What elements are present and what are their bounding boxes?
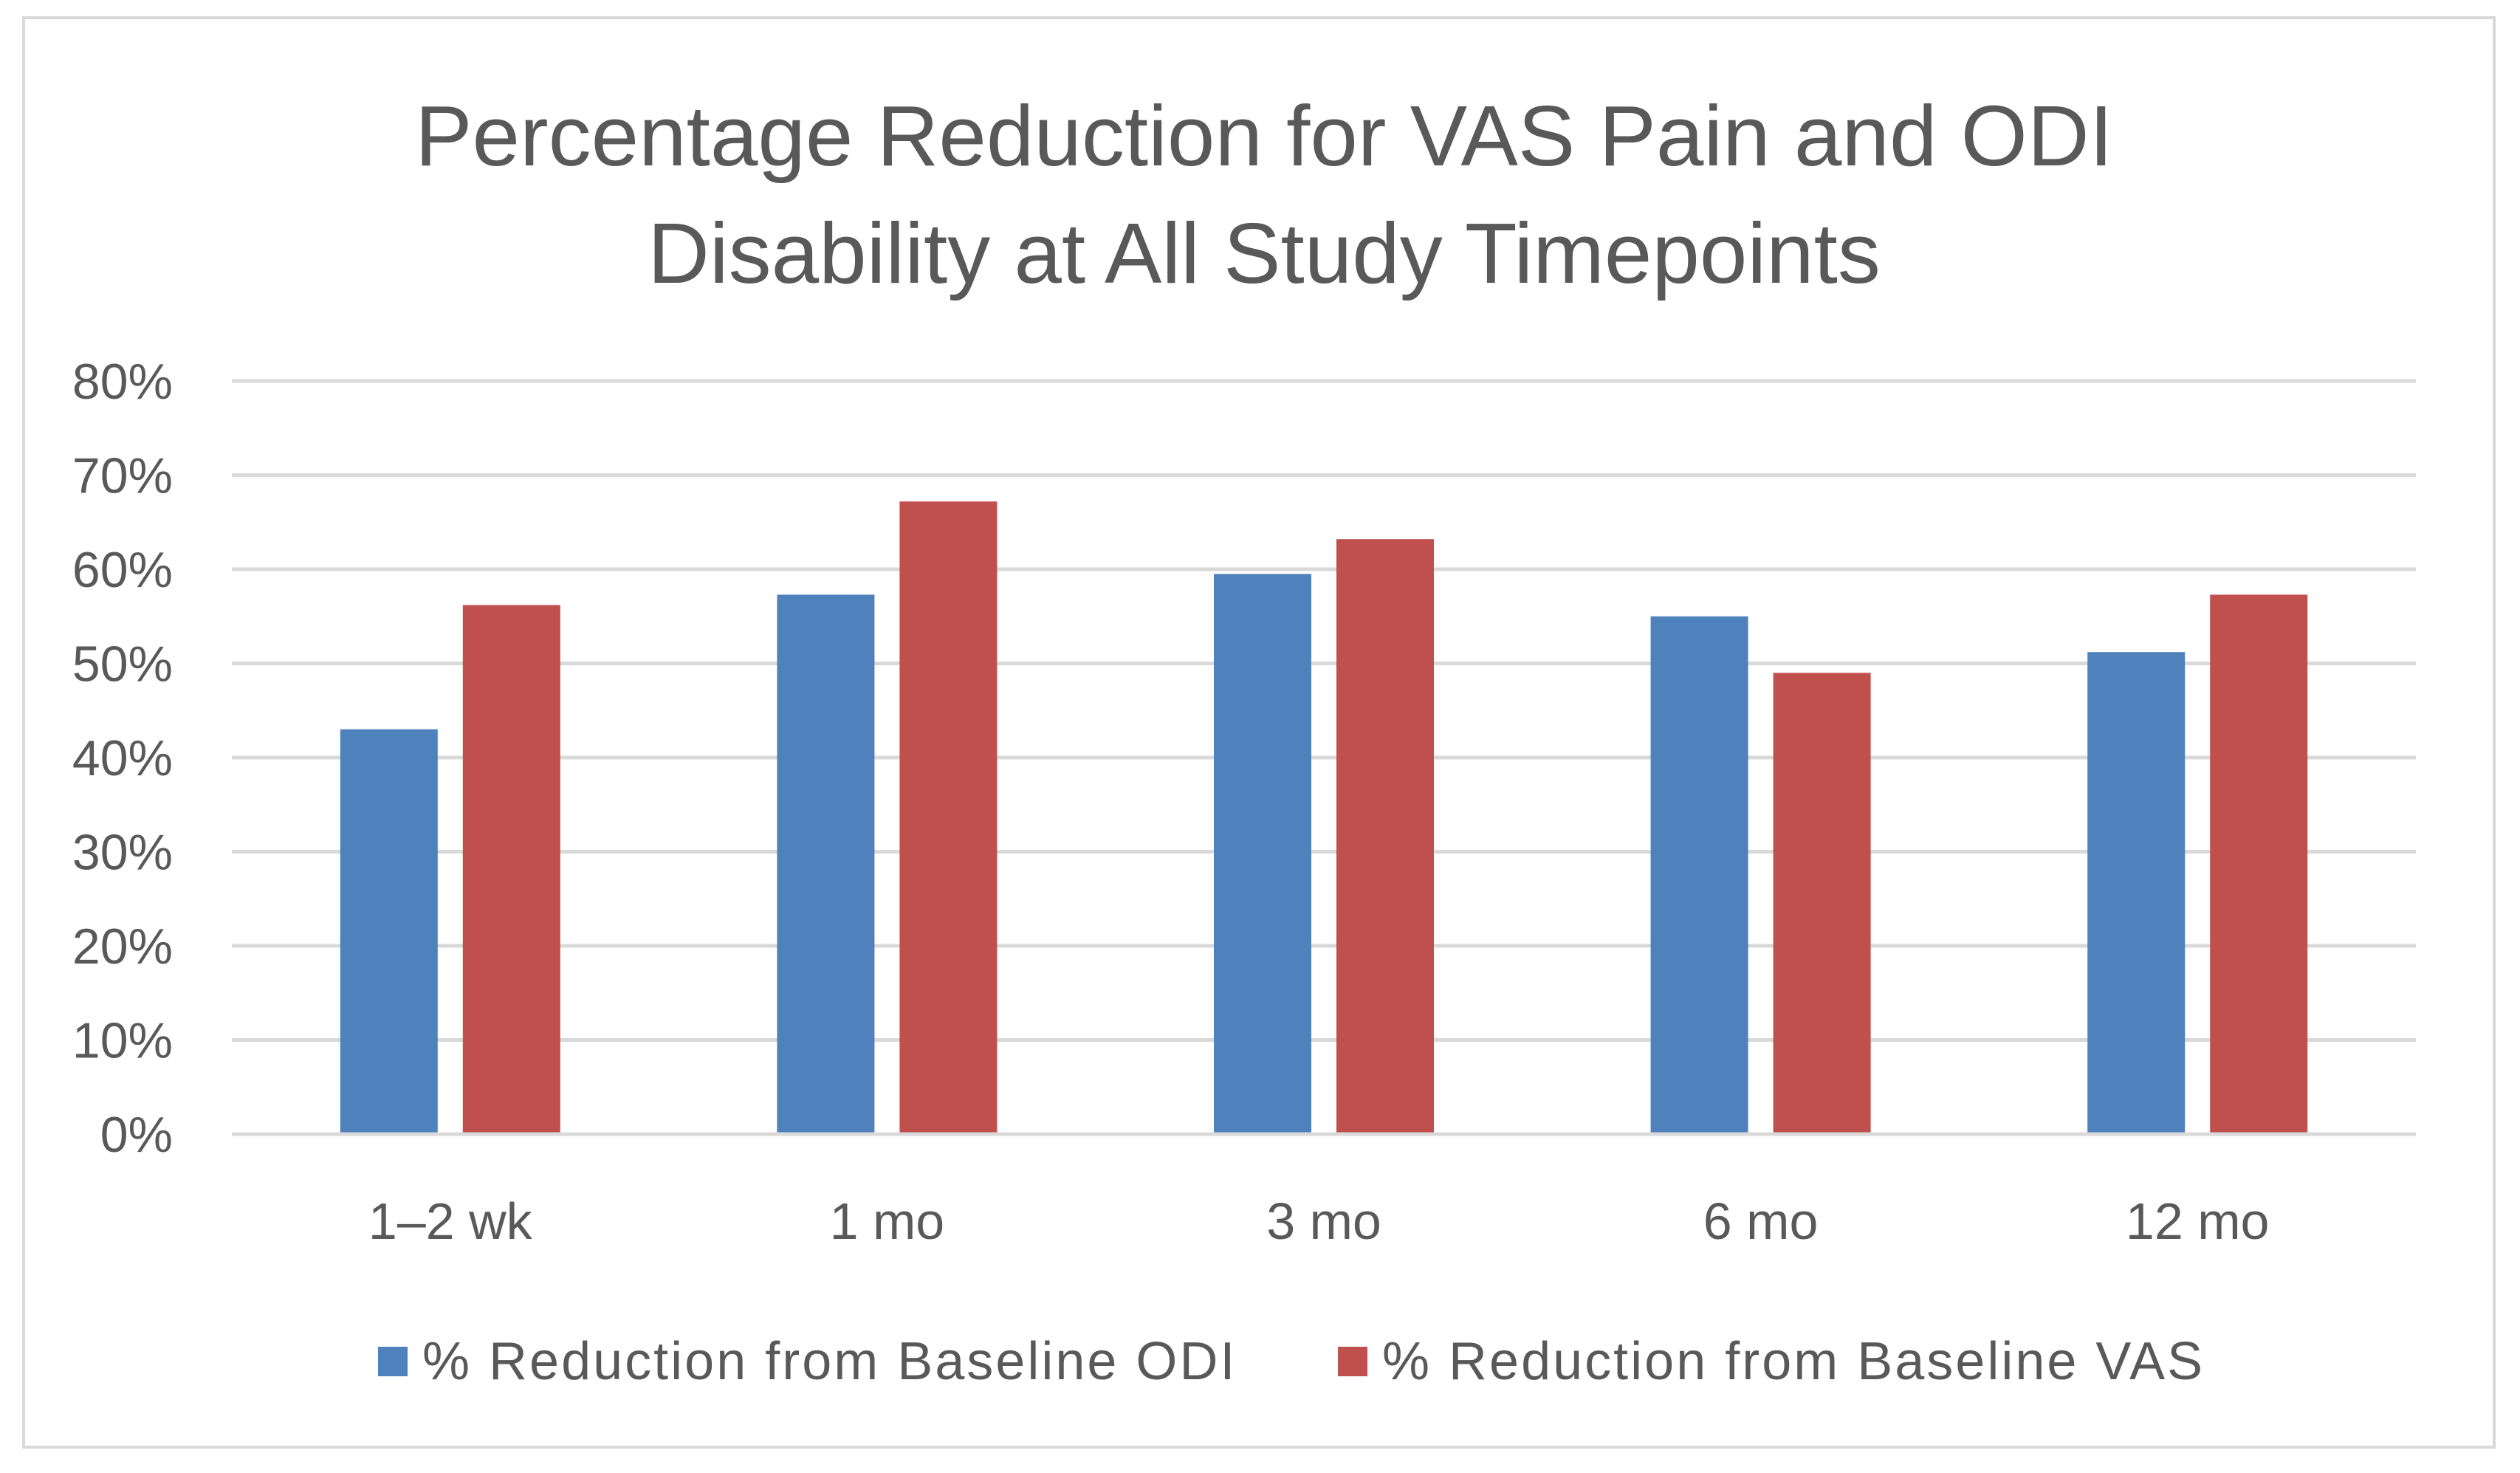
bar-vas-3 (1773, 673, 1871, 1134)
bar-odi-3 (1650, 616, 1748, 1134)
bar-odi-0 (340, 729, 438, 1134)
bar-odi-2 (1214, 574, 1311, 1134)
y-tick-label: 50% (72, 636, 173, 693)
y-tick-label: 20% (72, 919, 173, 975)
chart-title-line-1: Percentage Reduction for VAS Pain and OD… (415, 88, 2113, 184)
legend-label-vas: % Reduction from Baseline VAS (1382, 1332, 2205, 1391)
chart: Percentage Reduction for VAS Pain and OD… (72, 88, 2416, 1391)
legend-label-odi: % Reduction from Baseline ODI (422, 1332, 1237, 1391)
bar-odi-1 (777, 594, 875, 1134)
y-tick-label: 30% (72, 825, 173, 881)
x-tick-label: 1 mo (830, 1192, 945, 1250)
chart-title-line-2: Disability at All Study Timepoints (648, 205, 1881, 301)
x-tick-label: 3 mo (1266, 1192, 1381, 1250)
x-axis-ticks: 1–2 wk 1 mo 3 mo 6 mo 12 mo (368, 1192, 2270, 1250)
bar-odi-4 (2087, 652, 2186, 1134)
legend-swatch-odi (378, 1347, 408, 1376)
y-tick-label: 80% (72, 354, 173, 410)
bar-vas-1 (899, 501, 998, 1134)
legend: % Reduction from Baseline ODI % Reduction… (378, 1332, 2205, 1391)
x-tick-label: 1–2 wk (368, 1192, 533, 1250)
x-tick-label: 6 mo (1703, 1192, 1819, 1250)
y-axis-ticks: 0% 10% 20% 30% 40% 50% 60% 70% 80% (72, 354, 173, 1163)
y-tick-label: 60% (72, 542, 173, 598)
x-tick-label: 12 mo (2126, 1192, 2270, 1250)
y-tick-label: 40% (72, 730, 173, 786)
bar-vas-0 (462, 605, 560, 1134)
y-tick-label: 0% (100, 1107, 173, 1163)
y-tick-label: 70% (72, 448, 173, 504)
bar-vas-4 (2210, 594, 2308, 1134)
chart-frame: Percentage Reduction for VAS Pain and OD… (22, 16, 2496, 1449)
bars (232, 501, 2416, 1136)
gridlines (232, 379, 2416, 1136)
legend-swatch-vas (1338, 1347, 1367, 1376)
bar-vas-2 (1336, 539, 1434, 1134)
y-tick-label: 10% (72, 1013, 173, 1069)
